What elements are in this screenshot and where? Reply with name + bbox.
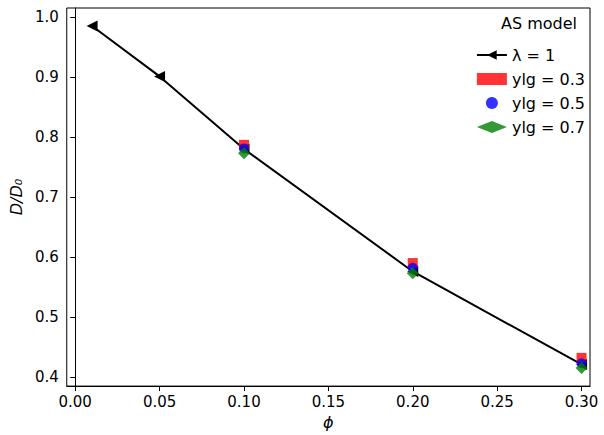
- svg-text:0.4: 0.4: [35, 368, 59, 386]
- svg-text:0.30: 0.30: [565, 393, 598, 411]
- svg-text:0.00: 0.00: [58, 393, 91, 411]
- svg-text:ϕ: ϕ: [323, 413, 334, 432]
- svg-text:1.0: 1.0: [35, 8, 59, 26]
- svg-text:ylg = 0.5: ylg = 0.5: [512, 94, 585, 113]
- svg-text:ylg = 0.7: ylg = 0.7: [512, 118, 585, 137]
- svg-text:0.6: 0.6: [35, 248, 59, 266]
- svg-text:0.8: 0.8: [35, 128, 59, 146]
- svg-text:0.5: 0.5: [35, 308, 59, 326]
- svg-text:λ = 1: λ = 1: [512, 46, 555, 65]
- svg-text:0.15: 0.15: [312, 393, 345, 411]
- svg-text:0.7: 0.7: [35, 188, 59, 206]
- svg-text:ylg = 0.3: ylg = 0.3: [512, 70, 585, 89]
- svg-text:AS model: AS model: [501, 14, 577, 33]
- svg-text:0.25: 0.25: [480, 393, 513, 411]
- svg-text:0.9: 0.9: [35, 68, 59, 86]
- svg-text:0.20: 0.20: [396, 393, 429, 411]
- svg-text:0.10: 0.10: [227, 393, 260, 411]
- svg-text:0.05: 0.05: [143, 393, 176, 411]
- svg-text:D/D₀: D/D₀: [7, 178, 26, 215]
